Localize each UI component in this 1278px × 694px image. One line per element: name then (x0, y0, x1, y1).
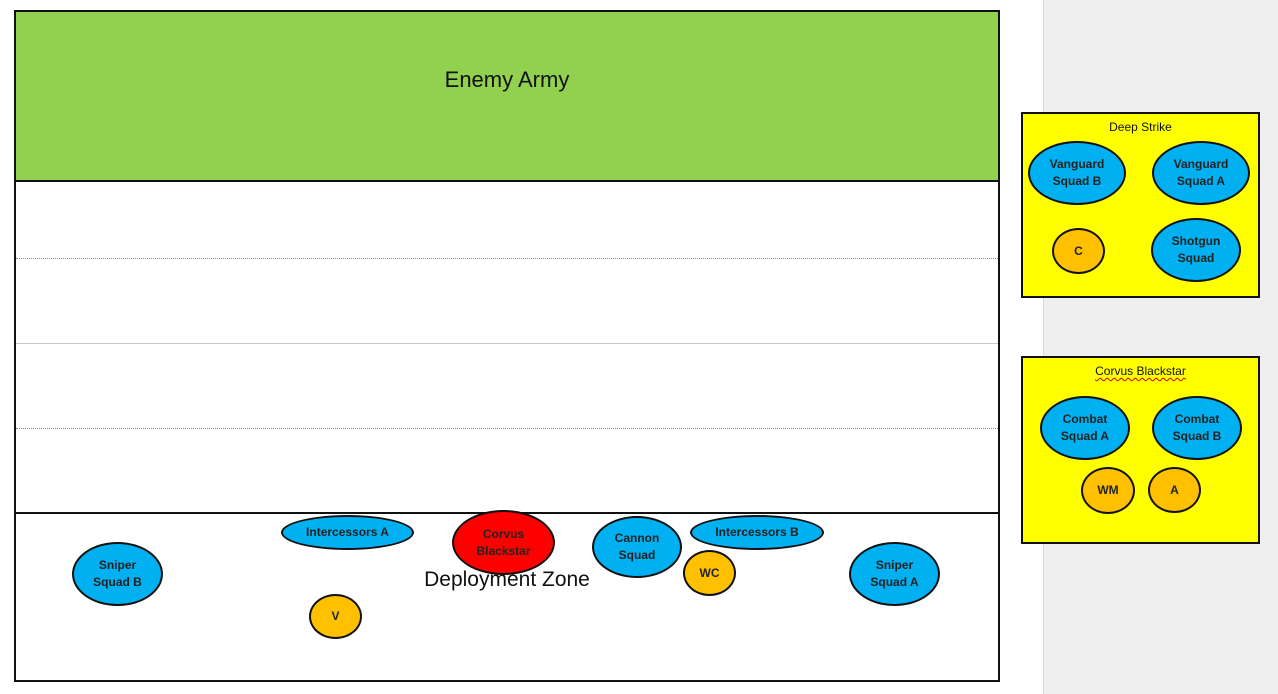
unit-a[interactable]: A (1148, 467, 1201, 513)
unit-intercessors-b[interactable]: Intercessors B (690, 515, 824, 550)
unit-wc[interactable]: WC (683, 550, 736, 596)
unit-label: Sniper Squad B (93, 558, 142, 589)
unit-label: Corvus Blackstar (476, 526, 531, 558)
unit-label: Vanguard Squad A (1173, 157, 1229, 188)
unit-label: WM (1097, 483, 1119, 497)
unit-vanguard-squad-b[interactable]: Vanguard Squad B (1028, 141, 1126, 205)
unit-shotgun-squad[interactable]: Shotgun Squad (1151, 218, 1241, 282)
unit-label: A (1170, 482, 1179, 497)
unit-label: Vanguard Squad B (1049, 157, 1105, 188)
corvus-blackstar-title: Corvus Blackstar (1023, 364, 1258, 378)
unit-label: Sniper Squad A (870, 558, 919, 589)
unit-c[interactable]: C (1052, 228, 1105, 274)
unit-corvus-blackstar[interactable]: Corvus Blackstar (452, 510, 555, 575)
unit-label: Combat Squad B (1172, 412, 1222, 443)
deep-strike-title: Deep Strike (1109, 120, 1172, 134)
unit-sniper-squad-a[interactable]: Sniper Squad A (849, 542, 940, 606)
unit-combat-squad-b[interactable]: Combat Squad B (1152, 396, 1242, 460)
unit-label: V (331, 609, 340, 623)
grid-line (16, 258, 998, 259)
enemy-army-zone: Enemy Army (16, 12, 998, 182)
grid-line (16, 428, 998, 429)
unit-sniper-squad-b[interactable]: Sniper Squad B (72, 542, 163, 606)
corvus-blackstar-title-text: Corvus Blackstar (1095, 364, 1186, 378)
grid-line (16, 343, 998, 344)
unit-combat-squad-a[interactable]: Combat Squad A (1040, 396, 1130, 460)
right-margin-panel (1043, 0, 1278, 694)
deployment-zone-label: Deployment Zone (424, 568, 590, 591)
unit-label: Intercessors B (715, 525, 799, 539)
unit-label: C (1074, 243, 1083, 258)
unit-v[interactable]: V (309, 594, 362, 639)
unit-wm[interactable]: WM (1081, 467, 1135, 514)
enemy-army-label: Enemy Army (444, 67, 570, 92)
unit-cannon-squad[interactable]: Cannon Squad (592, 516, 682, 578)
unit-vanguard-squad-a[interactable]: Vanguard Squad A (1152, 141, 1250, 205)
unit-intercessors-a[interactable]: Intercessors A (281, 515, 414, 550)
unit-label: WC (699, 565, 720, 580)
unit-label: Combat Squad A (1060, 412, 1110, 443)
unit-label: Intercessors A (306, 525, 389, 539)
unit-label: Shotgun Squad (1171, 234, 1221, 265)
unit-label: Cannon Squad (614, 531, 660, 562)
